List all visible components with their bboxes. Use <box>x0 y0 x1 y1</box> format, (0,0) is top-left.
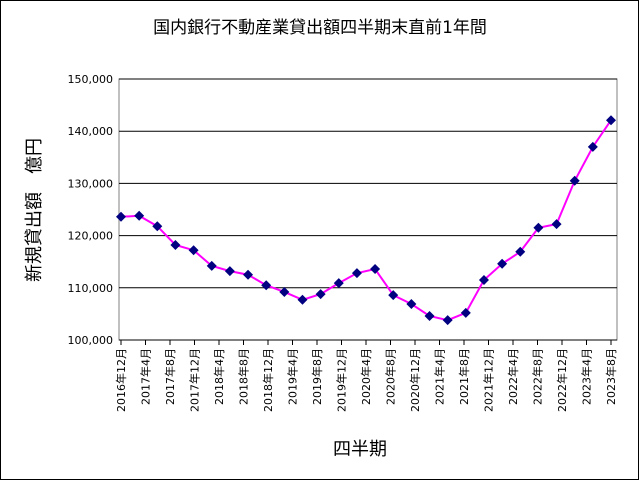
x-tick-label: 2017年12月 <box>188 348 202 412</box>
y-tick-label: 150,000 <box>68 73 114 86</box>
y-tick-label: 140,000 <box>68 125 114 138</box>
plot-area <box>118 78 618 341</box>
marker <box>261 280 272 291</box>
marker <box>533 222 544 233</box>
marker <box>224 266 235 277</box>
x-tick-label: 2018年4月 <box>212 348 226 405</box>
x-tick-label: 2018年8月 <box>237 348 251 405</box>
marker <box>297 294 308 305</box>
x-tick-label: 2020年12月 <box>408 348 422 412</box>
x-tick-label: 2019年8月 <box>310 348 324 405</box>
marker <box>497 258 508 269</box>
x-tick-label: 2022年8月 <box>531 348 545 405</box>
marker <box>442 315 453 326</box>
marker <box>551 219 562 230</box>
marker <box>134 210 145 221</box>
x-axis-title: 四半期 <box>333 439 387 460</box>
marker <box>188 245 199 256</box>
x-tick-label: 2019年12月 <box>335 348 349 412</box>
marker <box>152 221 163 232</box>
x-tick-label: 2021年12月 <box>482 348 496 412</box>
x-tick-label: 2021年4月 <box>433 348 447 405</box>
chart-title: 国内銀行不動産業貸出額四半期末直前1年間 <box>153 18 487 38</box>
x-tick-label: 2018年12月 <box>261 348 275 412</box>
marker <box>478 274 489 285</box>
x-tick-label: 2020年8月 <box>384 348 398 405</box>
x-tick-label: 2016年12月 <box>114 348 128 412</box>
x-tick-label: 2017年8月 <box>163 348 177 405</box>
x-tick-label: 2021年8月 <box>457 348 471 405</box>
marker <box>333 278 344 289</box>
marker <box>388 290 399 301</box>
marker <box>279 286 290 297</box>
x-tick-label: 2017年4月 <box>139 348 153 405</box>
x-tick-label: 2023年8月 <box>604 348 618 405</box>
x-tick-label: 2022年12月 <box>555 348 569 412</box>
marker <box>569 175 580 186</box>
line <box>120 119 612 322</box>
marker <box>243 269 254 280</box>
marker <box>315 289 326 300</box>
x-tick-label: 2019年4月 <box>286 348 300 405</box>
marker <box>116 211 126 222</box>
y-tick-label: 130,000 <box>68 177 114 190</box>
marker <box>351 268 362 279</box>
marker <box>460 307 471 318</box>
marker <box>406 298 417 309</box>
y-tick-label: 120,000 <box>68 230 114 243</box>
x-tick-label: 2022年4月 <box>506 348 520 405</box>
marker <box>424 310 435 321</box>
marker <box>587 141 598 152</box>
marker <box>606 115 616 126</box>
x-tick-label: 2020年4月 <box>359 348 373 405</box>
y-axis-title: 新規貸出額 億円 <box>24 138 45 282</box>
marker <box>170 239 181 250</box>
marker <box>206 260 217 271</box>
x-tick-label: 2023年4月 <box>580 348 594 405</box>
y-tick-label: 110,000 <box>68 282 114 295</box>
marker <box>370 264 381 275</box>
marker <box>515 246 526 257</box>
y-tick-label: 100,000 <box>68 334 114 347</box>
